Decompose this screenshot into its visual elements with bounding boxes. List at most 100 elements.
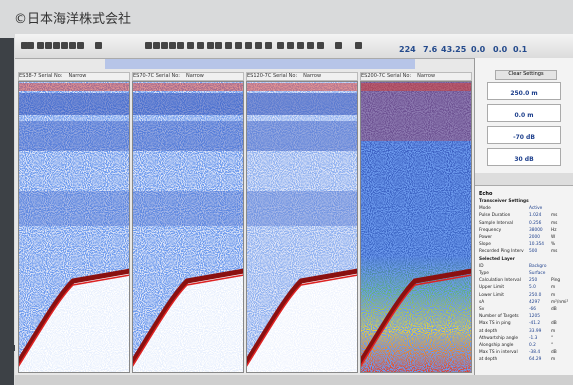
info-value: -1.3: [529, 336, 537, 341]
channel-header: ES70-7C Serial No: Narrow: [132, 72, 244, 81]
range-button[interactable]: 30 dB: [487, 148, 561, 166]
info-label: Alongship angle: [479, 343, 513, 348]
left-tab: [0, 345, 16, 351]
info-unit: dB: [551, 321, 557, 326]
side-panel: Clear Settings 250.0 m 0.0 m -70 dB 30 dB Ech…: [474, 58, 573, 375]
toolbar-icon[interactable]: [37, 42, 44, 49]
info-unit: m: [551, 293, 555, 298]
channel-name: ES70-7C Serial No:: [133, 73, 180, 79]
toolbar-icon[interactable]: [197, 42, 204, 49]
info-label: Number of Targets: [479, 314, 519, 319]
clear-settings[interactable]: Clear Settings: [495, 70, 557, 80]
toolbar-icon[interactable]: [187, 42, 194, 49]
channel-mode: Narrow: [417, 73, 435, 79]
info-unit: W: [551, 235, 555, 240]
info-label: Max TS in ping: [479, 321, 511, 326]
channel-name: ES120-7C Serial No:: [247, 73, 297, 79]
info-label: Selected Layer: [479, 257, 515, 262]
channel-mode: Narrow: [69, 73, 87, 79]
info-value: 10.354: [529, 242, 544, 247]
screen: {"caption":"©日本海洋株式会社", "toolbar":{"read…: [0, 0, 573, 385]
toolbar-icon[interactable]: [145, 42, 152, 49]
readout: 0.0: [493, 45, 507, 54]
info-value: Surface: [529, 271, 545, 276]
info-value: 0.2: [529, 343, 536, 348]
toolbar-icon[interactable]: [355, 42, 362, 49]
info-label: Athwartship angle: [479, 336, 518, 341]
toolbar-icon[interactable]: [45, 42, 52, 49]
info-unit: dB: [551, 350, 557, 355]
info-unit: ms: [551, 221, 557, 226]
info-value: -66: [529, 307, 536, 312]
info-value: 0.256: [529, 221, 541, 226]
surface-band: [132, 83, 244, 91]
toolbar-icon[interactable]: [307, 42, 314, 49]
range-button[interactable]: 250.0 m: [487, 82, 561, 100]
channel-name: ES200-7C Serial No:: [361, 73, 411, 79]
toolbar-icon[interactable]: [69, 42, 76, 49]
info-unit: dB: [551, 307, 557, 312]
echogram: [246, 81, 358, 373]
toolbar-icon[interactable]: [335, 42, 342, 49]
toolbar-icon[interactable]: [287, 42, 294, 49]
range-button[interactable]: 0.0 m: [487, 104, 561, 122]
toolbar-icon[interactable]: [95, 42, 102, 49]
toolbar-icon[interactable]: [265, 42, 272, 49]
channel-header: ES38-7 Serial No:Narrow: [18, 72, 130, 81]
toolbar-icon[interactable]: [153, 42, 160, 49]
toolbar-icon[interactable]: [53, 42, 60, 49]
toolbar-icon[interactable]: [255, 42, 262, 49]
layer: [246, 121, 358, 151]
toolbar-icon[interactable]: [161, 42, 168, 49]
info-value: 33.99: [529, 329, 541, 334]
info-unit: m: [551, 357, 555, 362]
info-unit: Ping: [551, 278, 560, 283]
info-label: Sv: [479, 307, 484, 312]
toolbar-icon[interactable]: [235, 42, 242, 49]
info-label: Slope: [479, 242, 491, 247]
range-button[interactable]: -70 dB: [487, 126, 561, 144]
ping-selector[interactable]: [105, 59, 415, 69]
readout: 0.1: [513, 45, 527, 54]
info-label: Power: [479, 235, 492, 240]
info-label: Pulse Duration: [479, 213, 510, 218]
info-label: at depth: [479, 329, 497, 334]
tab-bar: [475, 173, 573, 186]
caption: ©日本海洋株式会社: [14, 8, 131, 27]
layer: [18, 121, 130, 151]
info-unit: Hz: [551, 228, 557, 233]
info-value: 500: [529, 249, 537, 254]
toolbar-icon[interactable]: [77, 42, 84, 49]
info-label: Sample Interval: [479, 221, 513, 226]
info-value: 38000: [529, 228, 543, 233]
info-value: 250: [529, 278, 537, 283]
info-label: Type: [479, 271, 489, 276]
left-bar: [0, 38, 14, 385]
info-value: 4297: [529, 300, 540, 305]
toolbar-icon[interactable]: [169, 42, 176, 49]
toolbar-icon[interactable]: [225, 42, 232, 49]
surface-band: [360, 83, 472, 91]
toolbar-icon[interactable]: [277, 42, 284, 49]
info-value: 1.024: [529, 213, 541, 218]
toolbar-icon[interactable]: [61, 42, 68, 49]
readout: 43.25: [441, 45, 466, 54]
channel-mode: Narrow: [186, 73, 204, 79]
info-label: Upper Limit: [479, 285, 504, 290]
toolbar-icon[interactable]: [317, 42, 324, 49]
section-title: Echo: [479, 191, 492, 197]
toolbar-icon[interactable]: [297, 42, 304, 49]
toolbar-icon[interactable]: [177, 42, 184, 49]
toolbar-icon[interactable]: [27, 42, 34, 49]
toolbar-icon[interactable]: [215, 42, 222, 49]
toolbar-icon[interactable]: [207, 42, 214, 49]
channel-header: ES120-7C Serial No:Narrow: [246, 72, 358, 81]
layer: [246, 191, 358, 226]
surface-band: [18, 83, 130, 91]
toolbar-icon[interactable]: [245, 42, 252, 49]
info-value: 2000: [529, 235, 540, 240]
channel-header: ES200-7C Serial No: Narrow: [360, 72, 472, 81]
info-unit: m: [551, 329, 555, 334]
readout: 0.0: [471, 45, 485, 54]
readout: 7.6: [423, 45, 437, 54]
